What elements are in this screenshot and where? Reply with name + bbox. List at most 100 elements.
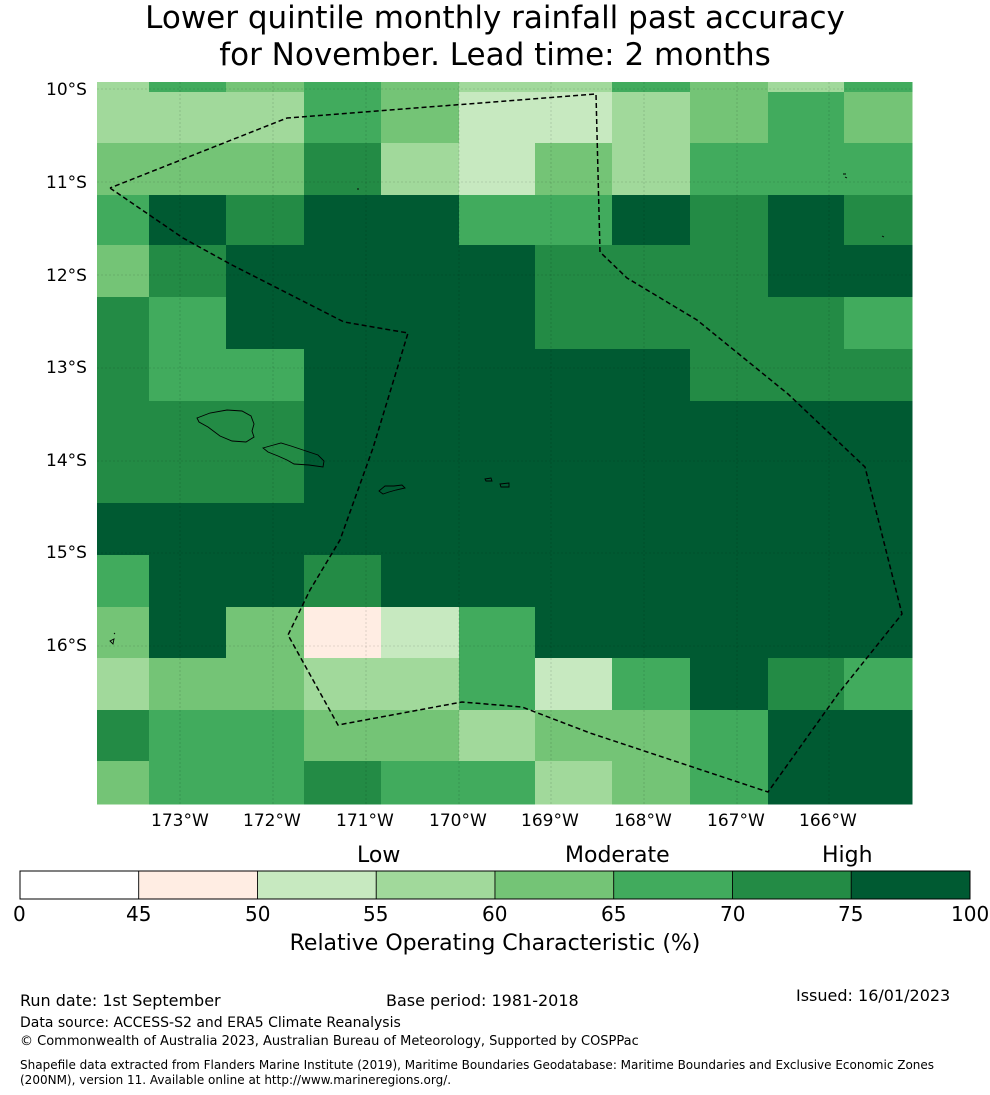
colorbar-tick-70: 70 <box>720 902 746 926</box>
small-islet-west <box>109 632 116 645</box>
grid-cell <box>226 195 305 246</box>
upolu-island <box>262 442 325 468</box>
grid-cell <box>768 658 845 711</box>
grid-cell <box>844 761 913 805</box>
lon-label-167w: 167°W <box>707 811 765 831</box>
grid-cell <box>149 401 227 452</box>
grid-cell <box>690 349 769 402</box>
ofu-island <box>484 477 493 482</box>
grid-cell <box>304 503 382 556</box>
data-source: Data source: ACCESS-S2 and ERA5 Climate … <box>20 1015 401 1031</box>
colorbar-segment <box>613 870 733 900</box>
grid-cell <box>612 349 691 402</box>
grid-cell <box>844 349 913 402</box>
issued-date: Issued: 16/01/2023 <box>796 986 951 1005</box>
category-moderate: Moderate <box>565 843 670 868</box>
accuracy-grid <box>97 82 913 805</box>
grid-cell <box>459 503 536 556</box>
savaii-island <box>196 409 255 443</box>
grid-cell <box>381 710 460 762</box>
colorbar-segment <box>732 870 852 900</box>
grid-cell <box>226 503 305 556</box>
grid-cell <box>612 555 691 608</box>
grid-cell <box>97 143 150 196</box>
grid-cell <box>149 710 227 762</box>
grid-cell <box>149 607 227 659</box>
grid-cell <box>226 710 305 762</box>
grid-cell <box>381 503 460 556</box>
grid-cell <box>612 297 691 350</box>
grid-cell <box>459 761 536 805</box>
grid-cell <box>304 195 382 246</box>
grid-cell <box>226 297 305 350</box>
small-islet-east <box>843 173 848 179</box>
grid-cell <box>381 607 460 659</box>
grid-cell <box>535 401 613 452</box>
grid-cell <box>149 143 227 196</box>
grid-cell <box>535 349 613 402</box>
grid-cell <box>97 658 150 711</box>
lon-label-166w: 166°W <box>799 811 857 831</box>
grid-cell <box>97 195 150 246</box>
grid-cell <box>844 658 913 711</box>
run-date: Run date: 1st September <box>20 991 221 1010</box>
eez-boundary <box>109 93 903 793</box>
category-low: Low <box>357 843 401 868</box>
grid-cell <box>304 761 382 805</box>
grid-cell <box>844 451 913 504</box>
grid-cell <box>97 349 150 402</box>
lon-label-172w: 172°W <box>243 811 301 831</box>
grid-cell <box>690 503 769 556</box>
grid-cell <box>535 143 613 196</box>
grid-cell <box>381 245 460 298</box>
grid-cell <box>535 92 613 144</box>
colorbar <box>19 870 971 900</box>
grid-cell <box>226 245 305 298</box>
grid-cell <box>149 245 227 298</box>
grid-cell <box>459 658 536 711</box>
grid-cell <box>690 761 769 805</box>
grid-cell <box>97 297 150 350</box>
grid-cell <box>381 82 460 93</box>
grid-cell <box>459 710 536 762</box>
grid-cell <box>612 245 691 298</box>
grid-cell <box>149 503 227 556</box>
grid-cell <box>612 761 691 805</box>
tutuila-island <box>378 484 406 495</box>
grid-cell <box>535 195 613 246</box>
grid-cell <box>459 92 536 144</box>
lat-label-16s: 16°S <box>46 636 87 656</box>
grid-cell <box>768 451 845 504</box>
tau-island <box>499 482 510 488</box>
lat-label-10s: 10°S <box>46 80 87 100</box>
grid-cell <box>768 82 845 93</box>
colorbar-segment <box>138 870 258 900</box>
grid-cell <box>459 451 536 504</box>
grid-cell <box>612 82 691 93</box>
colorbar-tick-45: 45 <box>126 902 152 926</box>
grid-cell <box>459 297 536 350</box>
grid-cell <box>459 82 536 93</box>
grid-cell <box>535 297 613 350</box>
grid-cell <box>844 710 913 762</box>
grid-cell <box>149 451 227 504</box>
samoa-islands <box>109 173 885 645</box>
grid-cell <box>304 401 382 452</box>
grid-cell <box>97 555 150 608</box>
grid-cell <box>768 710 845 762</box>
grid-cell <box>535 607 613 659</box>
grid-cell <box>612 607 691 659</box>
grid-cell <box>381 401 460 452</box>
grid-cell <box>690 401 769 452</box>
grid-cell <box>535 555 613 608</box>
grid-cell <box>535 503 613 556</box>
grid-cell <box>612 401 691 452</box>
grid-cell <box>459 555 536 608</box>
colorbar-tick-50: 50 <box>245 902 271 926</box>
colorbar-tick-100: 100 <box>951 902 990 926</box>
small-islet-se <box>881 235 885 238</box>
copyright: © Commonwealth of Australia 2023, Austra… <box>20 1034 639 1049</box>
colorbar-tick-55: 55 <box>363 902 389 926</box>
grid-cell <box>226 451 305 504</box>
